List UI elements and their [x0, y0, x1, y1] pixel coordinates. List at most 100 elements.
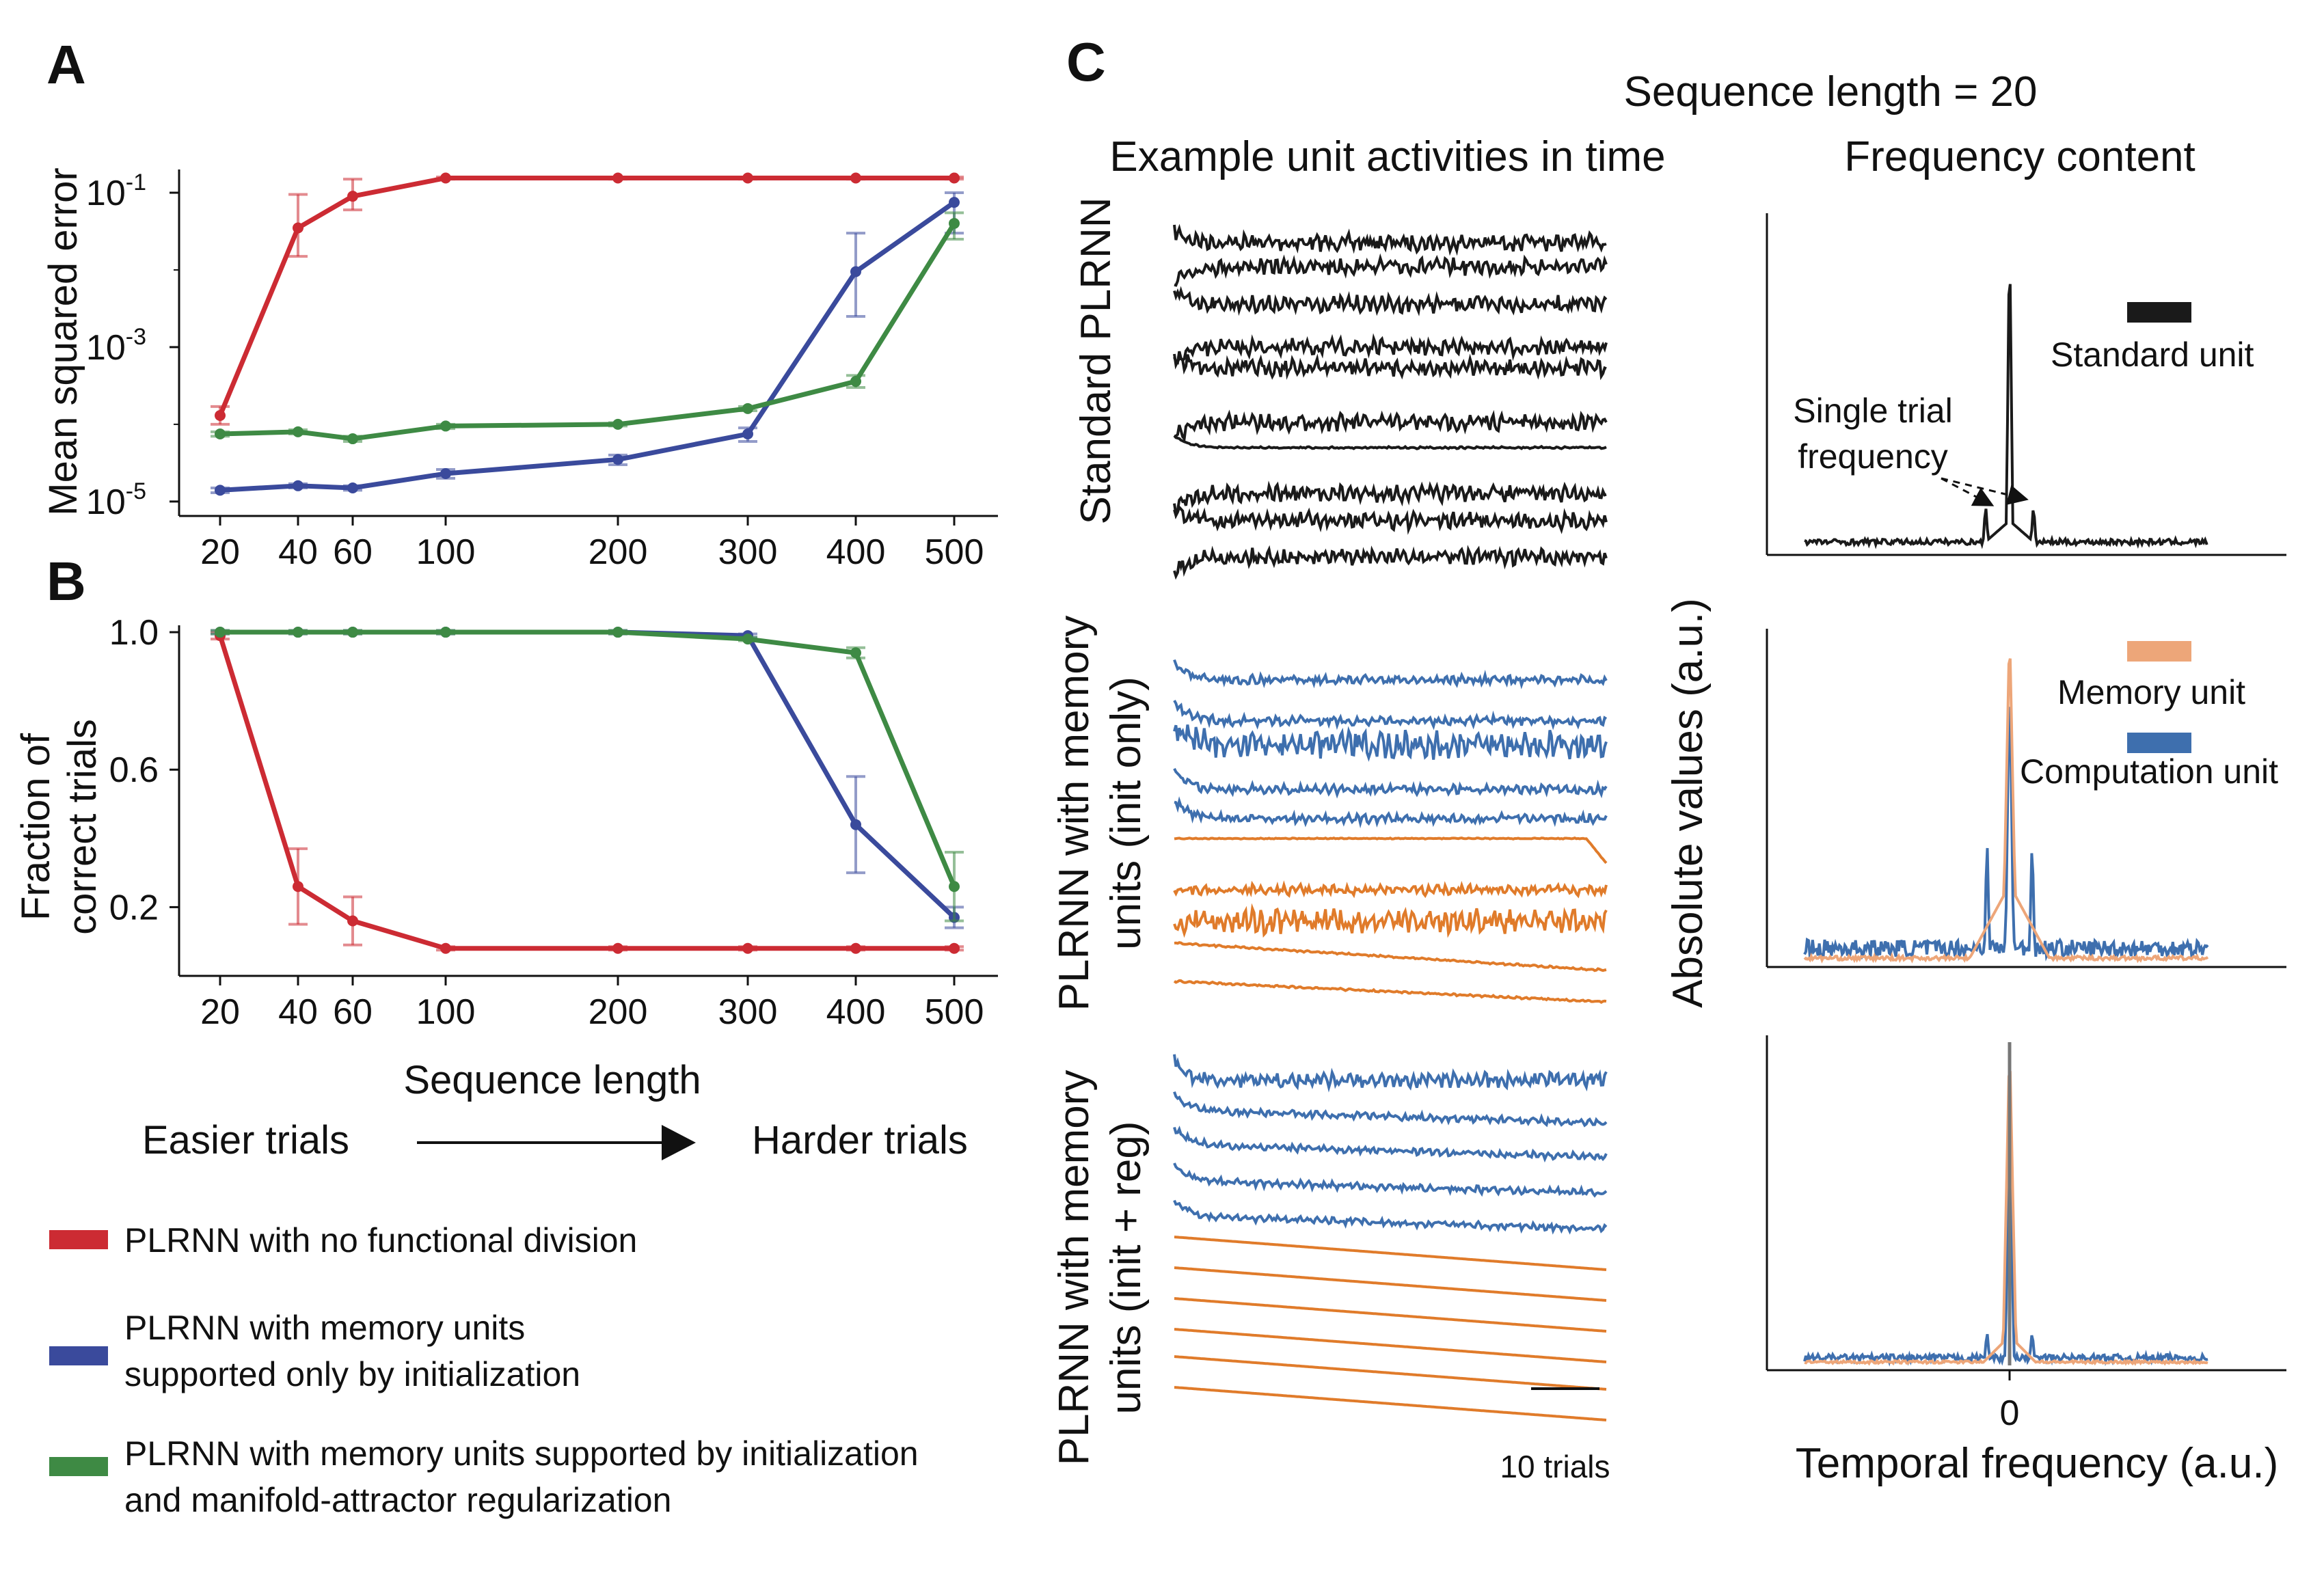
- standard-unit-trace: [1173, 353, 1607, 381]
- chart-a-xtick-label: 300: [718, 532, 778, 572]
- chart-a-xtick-label: 500: [925, 532, 984, 572]
- chart-a-point: [949, 172, 960, 184]
- legend-label-green-line1: PLRNN with memory units supported by ini…: [124, 1434, 919, 1473]
- chart-b-ylabel-line1: Fraction of: [14, 733, 58, 921]
- chart-b-xtick-label: 400: [826, 992, 886, 1032]
- computation-unit-trace: [1174, 796, 1608, 829]
- legend: PLRNN with no functional division PLRNN …: [49, 1221, 919, 1519]
- chart-b-point: [949, 881, 960, 893]
- freq-ylabel: Absolute values (a.u.): [1664, 598, 1712, 1008]
- memory-unit-trace: [1173, 903, 1608, 938]
- chart-a-xtick-label: 100: [416, 532, 476, 572]
- computation-unit-trace: [1173, 724, 1608, 762]
- chart-a-point: [293, 480, 303, 491]
- chart-a-point: [949, 217, 960, 229]
- annotation-arrow-left: [1941, 477, 1995, 506]
- chart-b-x-ticks: 20 40 60 100 200 300 400 500: [200, 976, 984, 1032]
- computation-unit-trace: [1173, 1091, 1608, 1128]
- memory-unit-trace: [1174, 1236, 1607, 1271]
- chart-b-point: [742, 942, 753, 954]
- chart-b-point: [850, 819, 861, 830]
- chart-b-y-ticks: 1.0 0.6 0.2: [109, 613, 179, 927]
- standard-unit-trace: [1174, 409, 1608, 442]
- chart-a-ytick-label: 10-3: [86, 324, 146, 368]
- chart-a-point: [215, 410, 226, 422]
- difficulty-arrow-head: [662, 1125, 696, 1160]
- chart-a-point: [742, 428, 753, 440]
- chart-a-point: [612, 454, 623, 465]
- chart-a-point: [742, 172, 753, 184]
- chart-a-point: [293, 426, 303, 437]
- chart-b: 1.0 0.6 0.2 20 40 60 100 200 300 400 500 Fraction…: [14, 613, 998, 1032]
- computation-unit-trace: [1173, 659, 1608, 690]
- computation-unit-spectrum: [1803, 1091, 2208, 1367]
- legend-swatch-green: [49, 1457, 108, 1476]
- memory-unit-trace: [1174, 941, 1607, 972]
- row-label-init-only-line1: PLRNN with memory: [1051, 616, 1098, 1011]
- legend-swatch-computation: [2127, 733, 2191, 753]
- chart-a-xtick-label: 200: [589, 532, 648, 572]
- legend-label-standard: Standard unit: [2051, 336, 2254, 374]
- computation-unit-spectrum: [1803, 707, 2209, 962]
- chart-a-point: [347, 191, 358, 202]
- memory-unit-trace: [1174, 1386, 1607, 1421]
- chart-b-xtick-label: 40: [278, 992, 318, 1032]
- memory-unit-spectrum: [1803, 658, 2209, 964]
- chart-b-point: [347, 627, 358, 638]
- legend-label-blue-line1: PLRNN with memory units: [124, 1309, 525, 1347]
- row-label-init-reg-line2: units (init + reg): [1103, 1121, 1150, 1414]
- panel-label-a: A: [46, 34, 86, 95]
- chart-b-ylabel-line2: correct trials: [60, 719, 105, 935]
- legend-swatch-blue: [49, 1346, 108, 1365]
- legend-swatch-red: [49, 1230, 108, 1249]
- chart-a-series-blue: [211, 191, 964, 496]
- chart-b-ytick-label: 1.0: [109, 613, 159, 653]
- chart-a-point: [215, 428, 226, 440]
- legend-swatch-memory: [2127, 641, 2191, 662]
- chart-b-axes: [178, 625, 998, 977]
- chart-a-point: [215, 485, 226, 496]
- chart-a-series-red: [211, 172, 964, 426]
- computation-unit-trace: [1173, 1162, 1608, 1198]
- chart-b-point: [293, 881, 303, 893]
- computation-unit-trace: [1173, 700, 1608, 731]
- chart-b-point: [612, 942, 623, 954]
- chart-a-point: [293, 222, 303, 234]
- computation-unit-trace: [1173, 767, 1608, 799]
- chart-a-xtick-label: 60: [333, 532, 373, 572]
- row-label-standard: Standard PLRNN: [1072, 197, 1120, 524]
- row-label-init-only-line2: units (init only): [1103, 677, 1150, 950]
- chart-a-point: [347, 433, 358, 445]
- chart-a-xtick-label: 400: [826, 532, 886, 572]
- chart-a-ylabel: Mean squared error: [41, 167, 85, 515]
- panel-label-b: B: [46, 551, 86, 612]
- standard-unit-trace: [1173, 333, 1608, 365]
- chart-a-point: [440, 420, 451, 432]
- chart-b-ytick-label: 0.2: [109, 888, 159, 927]
- standard-unit-trace: [1173, 435, 1607, 450]
- memory-unit-trace: [1174, 1297, 1607, 1333]
- chart-a-y-ticks: 10-1 10-3 10-5: [86, 169, 179, 522]
- chart-a-point: [850, 172, 861, 184]
- legend-swatch-standard: [2127, 302, 2191, 323]
- chart-a-point: [612, 418, 623, 430]
- legend-item-green: PLRNN with memory units supported by ini…: [49, 1434, 919, 1519]
- chart-b-xtick-label: 200: [589, 992, 648, 1032]
- annotation-single-trial-line1: Single trial: [1793, 392, 1952, 430]
- chart-a-x-ticks: 20 40 60 100 200 300 400 500: [200, 516, 984, 572]
- chart-a-point: [347, 482, 358, 493]
- chart-a: 10-1 10-3 10-5 20 40 60 100 200 300 400 500 Mean …: [41, 167, 998, 572]
- legend-label-computation: Computation unit: [2020, 752, 2278, 791]
- chart-b-point: [293, 627, 303, 638]
- legend-label-red: PLRNN with no functional division: [124, 1221, 637, 1259]
- chart-b-series-blue: [211, 627, 964, 929]
- chart-b-point: [742, 634, 753, 645]
- memory-unit-trace: [1174, 1355, 1607, 1391]
- chart-b-xtick-label: 60: [333, 992, 373, 1032]
- chart-a-xtick-label: 20: [200, 532, 240, 572]
- standard-unit-spectrum: [1804, 284, 2208, 549]
- chart-b-xtick-label: 300: [718, 992, 778, 1032]
- chart-b-point: [440, 627, 451, 638]
- chart-a-line-green: [219, 222, 956, 441]
- chart-b-ytick-label: 0.6: [109, 750, 159, 790]
